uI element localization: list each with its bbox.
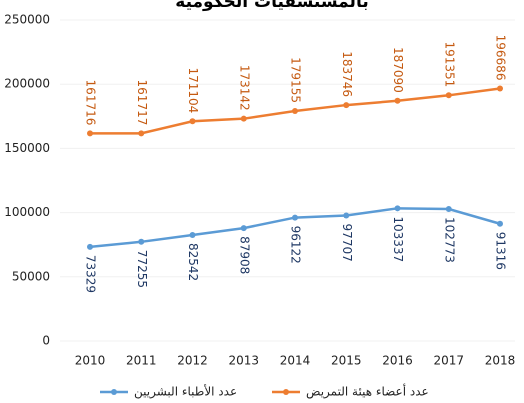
y-tick-label: 150000 <box>4 141 50 155</box>
data-label: 173142 <box>237 65 251 111</box>
data-label: 183746 <box>340 51 354 97</box>
data-label: 91316 <box>494 232 508 270</box>
data-label: 161717 <box>135 80 149 126</box>
legend-marker <box>111 389 117 395</box>
data-label: 103337 <box>391 216 405 262</box>
data-label: 187090 <box>391 47 405 93</box>
point <box>343 212 350 219</box>
x-tick-label: 2018 <box>485 354 516 368</box>
point <box>87 130 93 137</box>
point <box>497 220 503 227</box>
x-tick-label: 2013 <box>228 354 259 368</box>
data-label: 87908 <box>237 236 251 274</box>
data-label: 73329 <box>83 255 97 293</box>
chart-title: بالمستشفيات الحكومية <box>175 0 368 12</box>
legend-label: عدد الأطباء البشريين <box>134 384 237 400</box>
point <box>138 238 145 245</box>
legend-marker <box>283 389 289 395</box>
x-tick-label: 2014 <box>280 354 311 368</box>
y-tick-label: 200000 <box>4 77 50 91</box>
y-tick-label: 0 <box>42 334 50 348</box>
data-label: 171104 <box>186 67 200 113</box>
point <box>445 206 452 213</box>
data-label: 179155 <box>289 57 303 103</box>
data-label: 97707 <box>340 224 354 262</box>
data-label: 191351 <box>442 41 456 87</box>
data-label: 96122 <box>289 226 303 264</box>
point <box>292 214 298 221</box>
data-label: 102773 <box>442 217 456 263</box>
data-label: 82542 <box>186 243 200 281</box>
point <box>189 232 196 239</box>
x-tick-label: 2016 <box>382 354 413 368</box>
point <box>240 225 247 232</box>
point <box>497 85 503 92</box>
x-tick-label: 2011 <box>126 354 157 368</box>
y-tick-label: 50000 <box>12 269 50 283</box>
legend-label: عدد أعضاء هيئة التمريض <box>306 384 429 400</box>
point <box>189 118 196 125</box>
point <box>445 92 452 99</box>
data-label: 161716 <box>84 80 98 126</box>
point <box>138 130 145 137</box>
y-tick-label: 100000 <box>4 205 50 219</box>
point <box>87 243 93 250</box>
point <box>292 107 298 114</box>
point <box>394 97 401 104</box>
data-label: 196686 <box>494 35 508 81</box>
point <box>394 205 401 212</box>
x-tick-label: 2012 <box>177 354 208 368</box>
x-tick-label: 2010 <box>75 354 106 368</box>
x-tick-label: 2015 <box>331 354 362 368</box>
point <box>240 115 247 122</box>
data-label: 77255 <box>135 250 149 288</box>
y-tick-label: 250000 <box>4 13 50 27</box>
x-tick-label: 2017 <box>433 354 464 368</box>
point <box>343 102 350 109</box>
